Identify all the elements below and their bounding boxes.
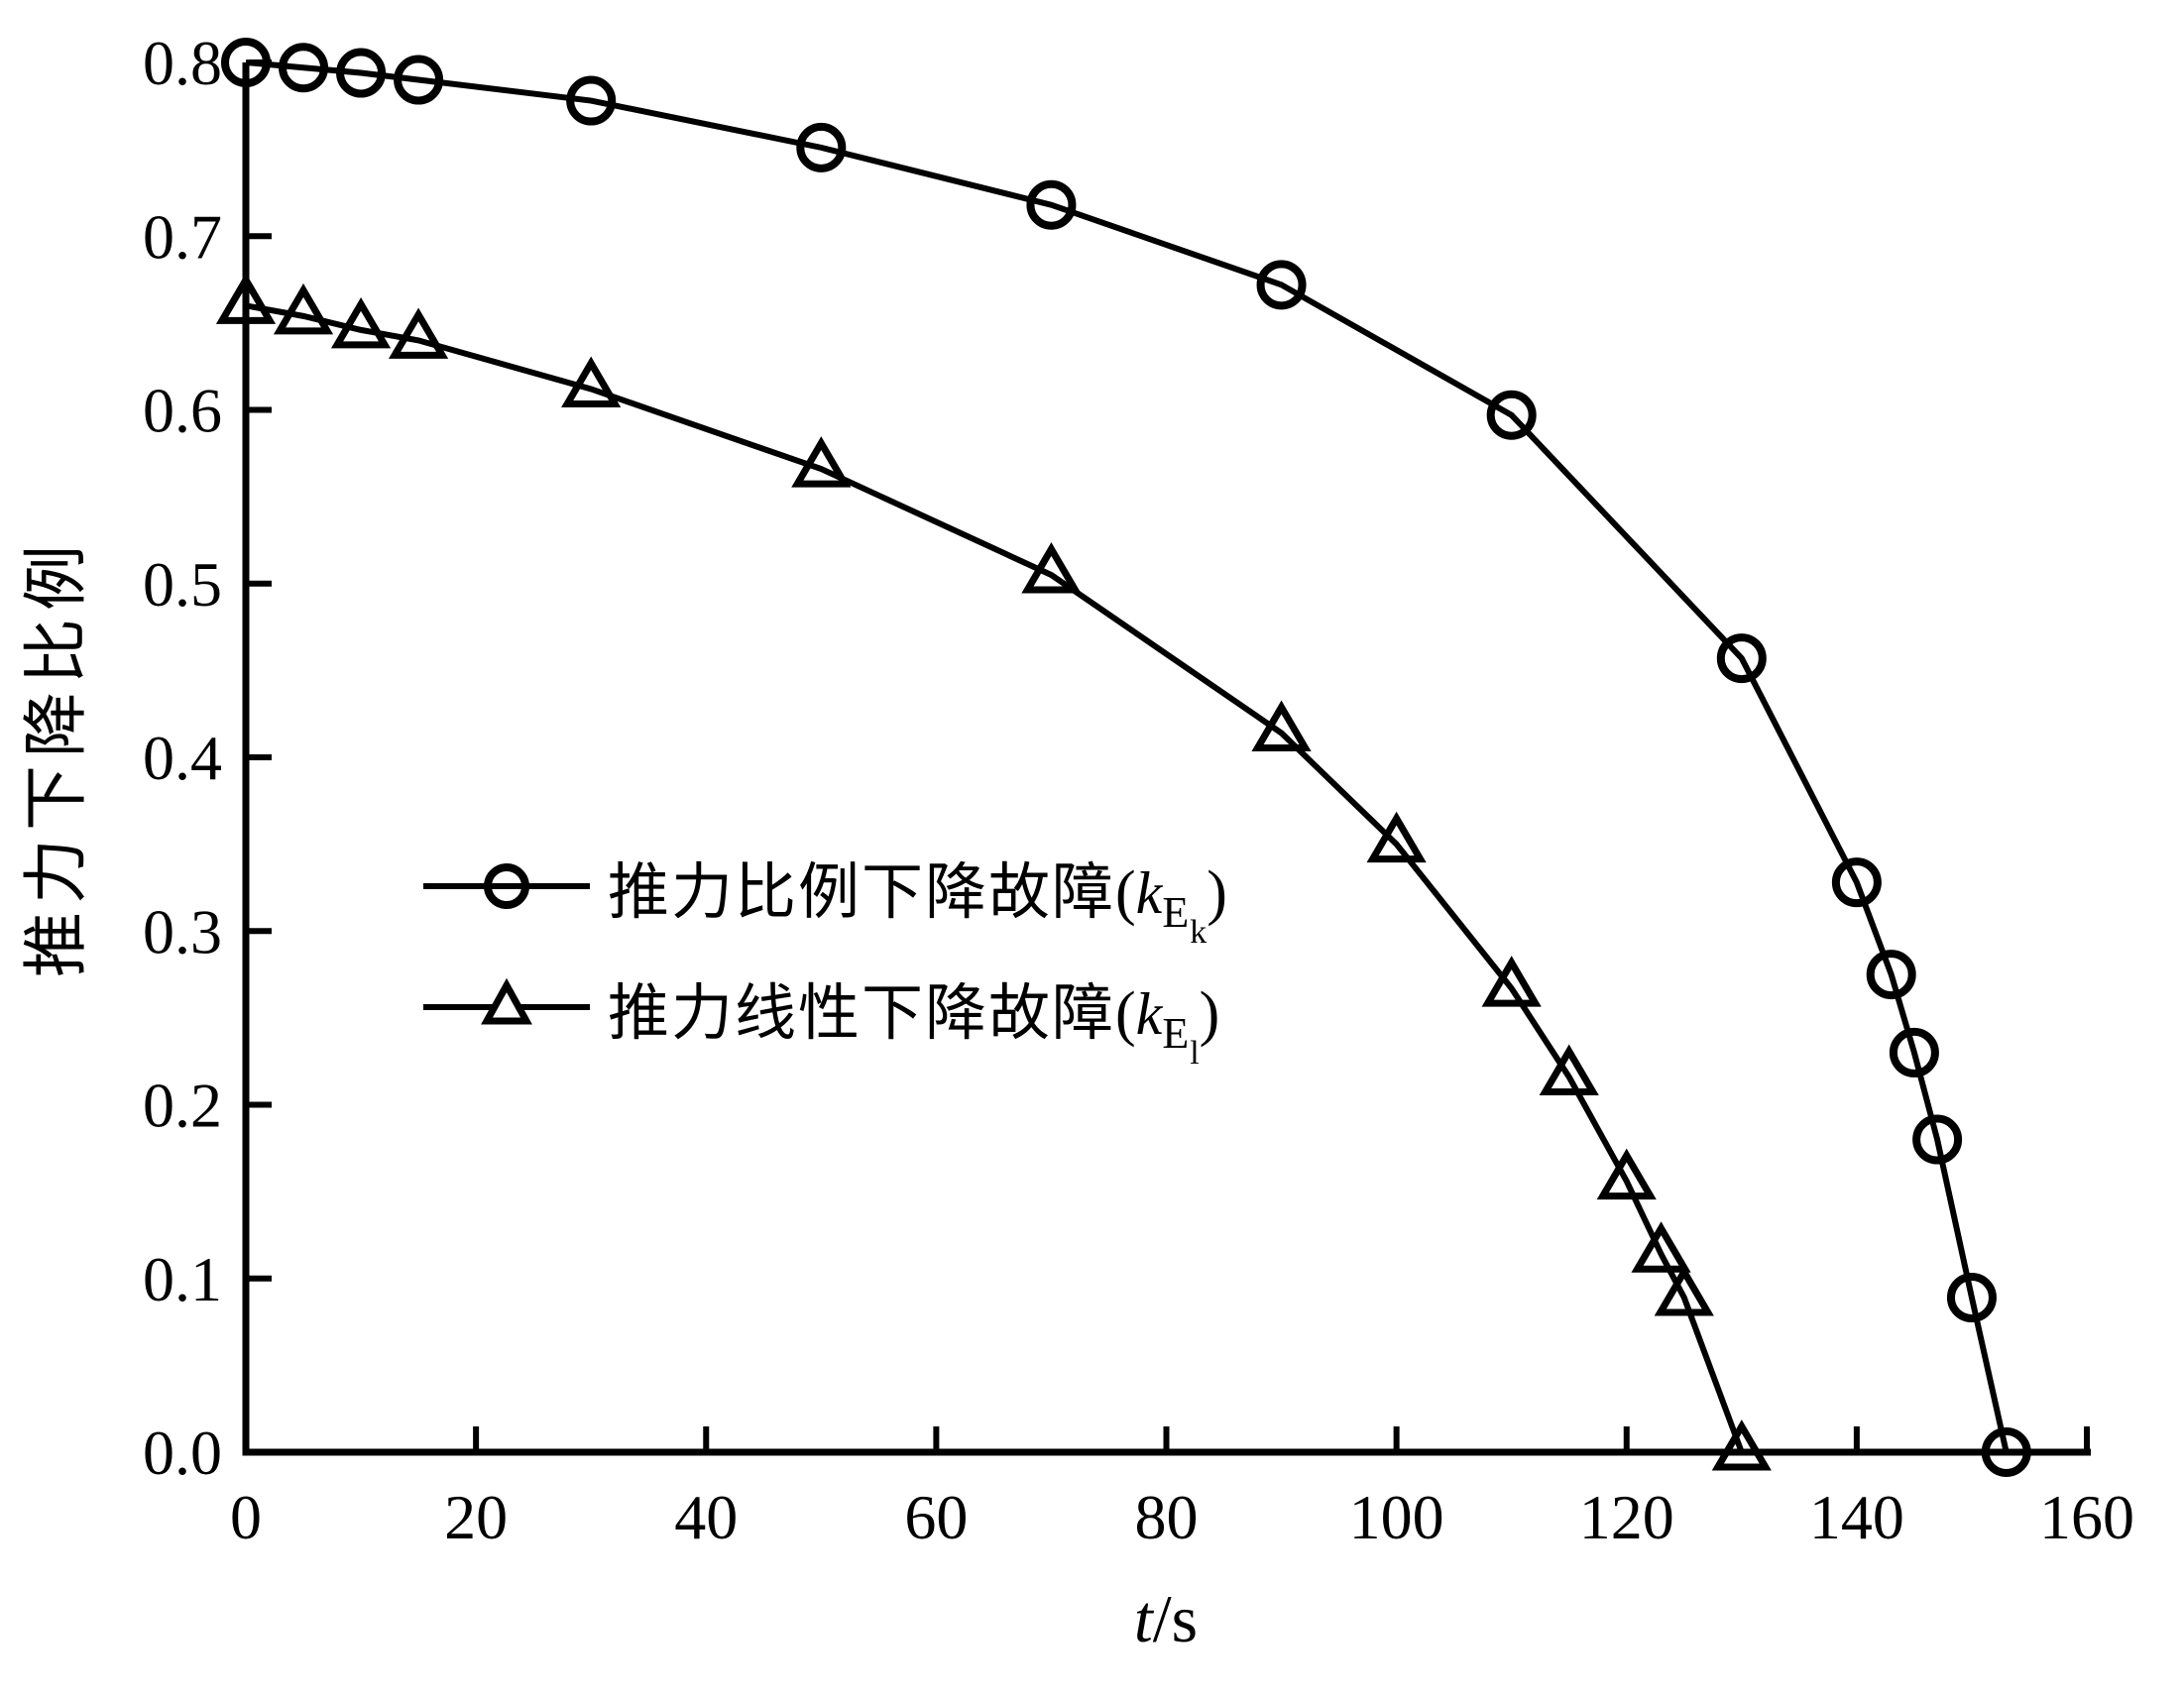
data-point-circle [1981, 1427, 2031, 1477]
y-axis-tick-label: 0.7 [143, 201, 222, 272]
legend-label-proportional: 推力比例下降故障(kEk) [608, 859, 1227, 951]
y-axis-tick-label: 0.5 [143, 549, 222, 620]
data-point-circle [1026, 179, 1077, 230]
y-axis-title: 推力下降比例 [21, 537, 93, 977]
x-axis-tick-label: 100 [1349, 1482, 1444, 1552]
data-point-circle [1716, 633, 1767, 684]
y-axis-tick-label: 0.6 [143, 376, 222, 446]
x-axis-tick-label: 80 [1135, 1482, 1199, 1552]
x-axis-title-variable: t [1133, 1581, 1153, 1656]
y-axis-tick-label: 0.2 [143, 1071, 222, 1141]
data-point-circle [796, 122, 847, 172]
data-point-triangle [791, 436, 852, 488]
data-point-circle [394, 55, 444, 105]
data-point-triangle [1631, 1221, 1691, 1273]
data-point-triangle [273, 283, 334, 335]
x-axis-tick-label: 120 [1579, 1482, 1674, 1552]
series-line-circle [245, 59, 2010, 1453]
x-axis-tick-label: 140 [1809, 1482, 1904, 1552]
data-point-circle [221, 38, 271, 87]
data-point-circle [1256, 260, 1307, 310]
data-point-circle [279, 43, 329, 93]
y-axis-tick-label: 0.0 [143, 1418, 222, 1488]
circle-marker-icon [423, 863, 590, 909]
y-axis-tick-label: 0.8 [143, 28, 222, 98]
axes-spines [242, 62, 2091, 1456]
data-point-circle [1946, 1273, 1997, 1323]
data-point-triangle [1366, 811, 1427, 863]
triangle-marker-icon [423, 977, 590, 1025]
data-point-triangle [388, 307, 449, 359]
data-point-triangle [215, 273, 277, 324]
data-point-circle [1866, 950, 1916, 1000]
x-axis-tick-label: 60 [904, 1482, 968, 1552]
data-point-circle [336, 48, 387, 98]
data-point-triangle [1251, 700, 1312, 751]
legend-label-linear: 推力线性下降故障(kEl) [608, 980, 1220, 1072]
y-axis-tick-label: 0.1 [143, 1244, 222, 1314]
x-axis-tick-label: 40 [674, 1482, 738, 1552]
data-point-triangle [1021, 542, 1082, 594]
y-axis-tick-label: 0.3 [143, 896, 222, 966]
data-point-triangle [1596, 1148, 1657, 1200]
data-point-triangle [561, 356, 622, 407]
data-point-circle [1831, 857, 1882, 908]
data-point-triangle [1711, 1419, 1772, 1471]
data-point-triangle [1481, 956, 1542, 1007]
legend: 推力比例下降故障(kEk) 推力线性下降故障(kEl) [419, 849, 1227, 1072]
data-point-circle [1912, 1114, 1963, 1165]
data-point-triangle [330, 296, 392, 349]
data-point-circle [1486, 390, 1537, 440]
x-axis-tick-label: 160 [2039, 1482, 2134, 1552]
data-point-circle [566, 75, 617, 126]
x-axis-title: t/s [1067, 1574, 1265, 1663]
data-point-triangle [1654, 1265, 1714, 1316]
y-axis-tick-label: 0.4 [143, 723, 222, 793]
x-axis-tick-label: 20 [444, 1482, 508, 1552]
legend-item-proportional-fault: 推力比例下降故障(kEk) [419, 849, 1227, 951]
data-point-triangle [1539, 1044, 1599, 1095]
x-axis-title-unit: /s [1152, 1581, 1199, 1656]
x-axis-tick-label: 0 [230, 1482, 262, 1552]
legend-item-linear-fault: 推力线性下降故障(kEl) [419, 969, 1227, 1072]
data-point-circle [1889, 1027, 1939, 1077]
